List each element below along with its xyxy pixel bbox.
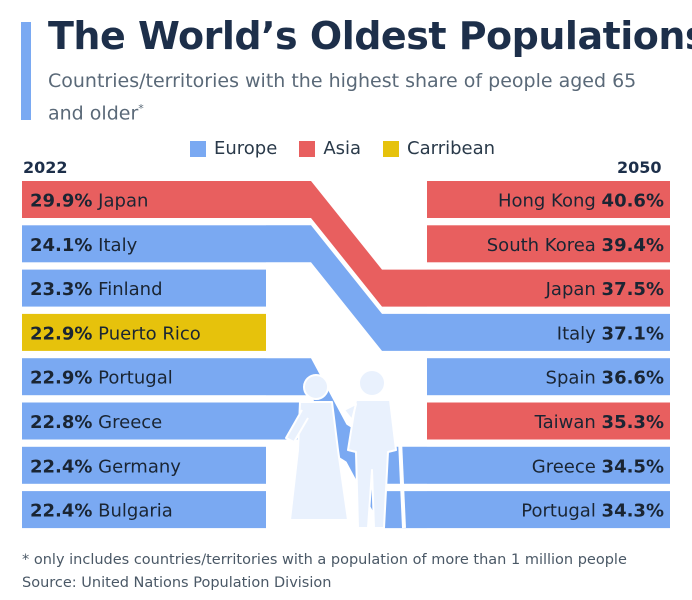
connector-italy (266, 225, 427, 351)
right-bar-spain (427, 358, 670, 396)
left-value-portugal: 22.9% (30, 368, 92, 389)
left-value-finland: 23.3% (30, 279, 92, 300)
right-value-italy: 37.1% (602, 323, 664, 344)
right-value-greece: 34.5% (602, 456, 664, 477)
subtitle-text: Countries/territories with the highest s… (48, 70, 637, 125)
legend-label-europe: Europe (214, 138, 278, 159)
right-bar-japan (427, 269, 670, 307)
right-label-taiwan: Taiwan 35.3% (534, 412, 664, 433)
left-country-japan: Japan (92, 191, 148, 212)
left-label-japan: 29.9% Japan (30, 191, 148, 212)
left-bar-japan (22, 181, 266, 218)
right-label-hong-kong: Hong Kong 40.6% (498, 191, 664, 212)
year-label-left: 2022 (23, 158, 68, 177)
right-label-portugal: Portugal 34.3% (521, 501, 664, 522)
legend-item-europe: Europe (190, 138, 277, 159)
right-value-japan: 37.5% (602, 279, 664, 300)
subtitle-footnote-mark: * (138, 102, 144, 115)
left-country-bulgaria: Bulgaria (92, 501, 172, 522)
right-bar-italy (427, 313, 670, 351)
accent-bar (21, 22, 31, 120)
legend-swatch-carribean (383, 140, 400, 157)
right-bar-hong-kong (427, 181, 670, 218)
woman-arm-icon (285, 409, 309, 443)
right-country-hong-kong: Hong Kong (498, 191, 602, 212)
right-label-italy: Italy 37.1% (557, 323, 664, 344)
left-value-germany: 22.4% (30, 456, 92, 477)
source-note: Source: United Nations Population Divisi… (22, 575, 332, 591)
left-label-italy: 24.1% Italy (30, 235, 138, 256)
left-label-germany: 22.4% Germany (30, 456, 181, 477)
right-country-portugal: Portugal (521, 501, 601, 522)
legend-swatch-europe (190, 140, 206, 157)
left-bar-germany (22, 446, 266, 484)
right-country-taiwan: Taiwan (534, 412, 602, 433)
right-country-greece: Greece (532, 456, 602, 477)
left-bar-greece (22, 402, 266, 440)
right-label-south-korea: South Korea 39.4% (487, 235, 664, 256)
legend-item-asia: Asia (299, 138, 361, 159)
left-bar-finland (22, 269, 266, 307)
man-body-icon (347, 399, 397, 529)
left-country-greece: Greece (92, 412, 162, 433)
chart-title: The World’s Oldest Populations (48, 14, 692, 58)
right-bar-greece (427, 446, 670, 484)
chart-subtitle: Countries/territories with the highest s… (48, 68, 648, 127)
right-value-spain: 36.6% (602, 368, 664, 389)
left-country-italy: Italy (92, 235, 137, 256)
left-value-italy: 24.1% (30, 235, 92, 256)
left-country-germany: Germany (92, 456, 181, 477)
left-label-finland: 23.3% Finland (30, 279, 163, 300)
woman-head-icon (303, 374, 329, 400)
legend-label-asia: Asia (323, 138, 362, 159)
left-bar-italy (22, 225, 266, 263)
left-label-portugal: 22.9% Portugal (30, 368, 173, 389)
left-label-greece: 22.8% Greece (30, 412, 162, 433)
left-bar-bulgaria (22, 491, 266, 529)
right-country-italy: Italy (557, 323, 602, 344)
right-bar-portugal (427, 491, 670, 529)
right-bar-taiwan (427, 402, 670, 440)
man-head-icon (358, 369, 386, 397)
right-value-south-korea: 39.4% (602, 235, 664, 256)
right-bar-south-korea (427, 225, 670, 263)
elderly-couple-icon (285, 369, 406, 529)
walking-cane-icon (398, 439, 406, 529)
left-country-finland: Finland (92, 279, 162, 300)
right-label-greece: Greece 34.5% (532, 456, 664, 477)
legend-label-carribean: Carribean (407, 138, 496, 159)
legend-item-carribean: Carribean (383, 138, 495, 159)
left-country-puerto-rico: Puerto Rico (92, 323, 200, 344)
right-value-taiwan: 35.3% (602, 412, 664, 433)
left-label-bulgaria: 22.4% Bulgaria (30, 501, 173, 522)
right-country-japan: Japan (545, 279, 602, 300)
left-value-puerto-rico: 22.9% (30, 323, 92, 344)
woman-body-icon (289, 401, 349, 521)
left-value-bulgaria: 22.4% (30, 501, 92, 522)
left-country-portugal: Portugal (92, 368, 172, 389)
left-value-japan: 29.9% (30, 191, 92, 212)
left-label-puerto-rico: 22.9% Puerto Rico (30, 323, 201, 344)
right-value-portugal: 34.3% (602, 501, 664, 522)
left-value-greece: 22.8% (30, 412, 92, 433)
legend-swatch-asia (299, 140, 316, 157)
footnote: * only includes countries/territories wi… (22, 552, 627, 568)
right-label-spain: Spain 36.6% (546, 368, 664, 389)
right-label-japan: Japan 37.5% (545, 279, 664, 300)
right-country-south-korea: South Korea (487, 235, 602, 256)
left-bar-puerto-rico (22, 313, 266, 351)
right-country-spain: Spain (546, 368, 602, 389)
right-value-hong-kong: 40.6% (602, 191, 664, 212)
left-bar-portugal (22, 358, 266, 396)
year-label-right: 2050 (617, 158, 662, 177)
legend: Europe Asia Carribean (190, 138, 495, 159)
connector-japan (266, 181, 427, 307)
held-hands-icon (343, 403, 357, 421)
